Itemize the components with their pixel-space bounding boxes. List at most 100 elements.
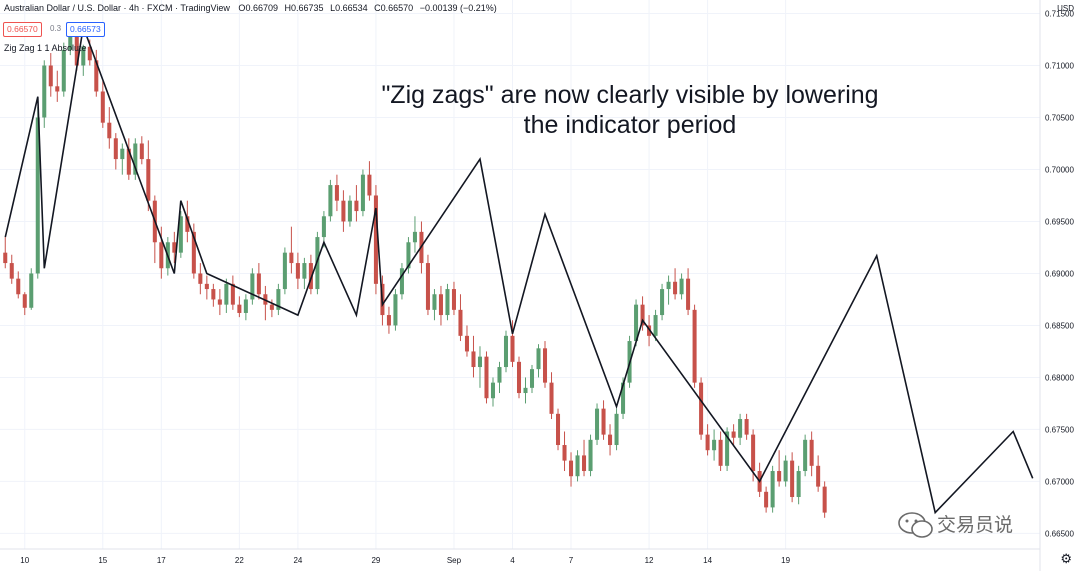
time-tick-label: 14	[703, 556, 712, 565]
indicator-legend[interactable]: Zig Zag 1 1 Absolute	[4, 43, 87, 53]
candle-body	[464, 335, 469, 352]
currency-label[interactable]: USD	[1057, 4, 1074, 13]
candle-body	[276, 289, 281, 310]
candle-body	[588, 439, 593, 472]
candle-body	[354, 200, 359, 212]
candle-body	[497, 367, 502, 383]
wechat-logo-icon	[898, 512, 933, 538]
time-tick-label: 10	[20, 556, 29, 565]
candle-body	[100, 91, 105, 123]
candle-body	[224, 283, 229, 305]
candle-body	[393, 294, 398, 326]
candle-body	[510, 335, 515, 362]
candle-body	[705, 434, 710, 451]
candle-body	[640, 304, 645, 326]
candle-body	[48, 65, 53, 87]
price-tick-label: 0.71500	[1045, 10, 1074, 19]
candle-body	[809, 439, 814, 466]
candle-body	[406, 242, 411, 269]
candle-body	[29, 273, 34, 308]
buy-price-button[interactable]: 0.66573	[66, 22, 105, 37]
candle-body	[55, 86, 60, 92]
candle-body	[146, 159, 151, 201]
candle-body	[692, 309, 697, 383]
candle-body	[282, 252, 287, 290]
candle-body	[764, 491, 769, 508]
candle-body	[217, 299, 222, 305]
candle-body	[3, 252, 8, 264]
candle-body	[484, 356, 489, 399]
candle-body	[777, 471, 782, 482]
candle-body	[360, 174, 365, 212]
candle-body	[425, 263, 430, 310]
candle-body	[582, 455, 587, 472]
candle-body	[328, 185, 333, 217]
candle-body	[113, 138, 118, 160]
price-tick-label: 0.66500	[1045, 529, 1074, 538]
candle-body	[159, 242, 164, 269]
sell-price-button[interactable]: 0.66570	[3, 22, 42, 37]
candle-body	[126, 148, 131, 175]
ohlc-low-label: L	[330, 3, 336, 13]
candle-body	[211, 289, 216, 300]
candle-body	[35, 117, 40, 274]
candle-body	[432, 294, 437, 310]
candle-body	[718, 439, 723, 466]
candle-body	[256, 273, 261, 295]
candle-body	[198, 273, 203, 284]
candle-body	[783, 460, 788, 482]
price-tick-label: 0.69500	[1045, 217, 1074, 226]
price-axis[interactable]: 0.66500 0.67000 0.67500 0.68000 0.68500 0.690…	[1045, 10, 1074, 539]
time-tick-label: 17	[157, 556, 166, 565]
candle-body	[660, 289, 665, 316]
ohlc-open-label: O	[238, 3, 246, 13]
candle-body	[289, 252, 294, 264]
candle-body	[308, 263, 313, 290]
candle-body	[549, 382, 554, 414]
price-tick-label: 0.67500	[1045, 425, 1074, 434]
price-tick-label: 0.68000	[1045, 373, 1074, 382]
candle-body	[471, 351, 476, 368]
gear-icon[interactable]: ⚙	[1060, 551, 1072, 566]
candle-body	[139, 143, 144, 160]
candle-body	[185, 216, 190, 232]
candle-body	[647, 325, 652, 336]
price-tick-label: 0.70000	[1045, 165, 1074, 174]
candle-body	[822, 486, 827, 513]
candle-body	[172, 242, 177, 253]
ohlc-high-label: H	[284, 3, 292, 13]
candle-body	[295, 263, 300, 279]
candle-body	[556, 413, 561, 446]
price-tick-label: 0.71000	[1045, 62, 1074, 71]
ohlc-change-value: −0.00139 (−0.21%)	[419, 3, 497, 13]
price-tick-label: 0.68500	[1045, 321, 1074, 330]
ohlc-close-label: C	[374, 3, 381, 13]
candle-body	[22, 294, 27, 308]
symbol-title[interactable]: Australian Dollar / U.S. Dollar · 4h · F…	[4, 3, 230, 13]
candle-body	[621, 382, 626, 414]
candle-body	[120, 148, 125, 160]
candle-body	[477, 356, 482, 368]
ohlc-open-value: 0.66709	[245, 3, 278, 13]
candle-body	[458, 309, 463, 336]
price-tick-label: 0.67000	[1045, 477, 1074, 486]
candle-body	[250, 273, 255, 300]
time-tick-label: 7	[569, 556, 574, 565]
time-axis[interactable]: 10 15 17 22 24 29 Sep 4 7 12 14 19	[20, 556, 790, 565]
candle-body	[107, 122, 112, 139]
candle-body	[74, 34, 79, 66]
ohlc-close-value: 0.66570	[380, 3, 414, 13]
candle-body	[503, 335, 509, 368]
time-tick-label: 22	[235, 556, 244, 565]
candle-body	[666, 281, 671, 290]
candle-body	[712, 439, 717, 451]
candle-body	[516, 361, 522, 394]
candle-body	[81, 46, 86, 66]
candle-body	[204, 283, 209, 290]
candle-body	[536, 348, 541, 370]
time-tick-label: 19	[781, 556, 790, 565]
candle-body	[542, 348, 548, 383]
candle-body	[230, 283, 235, 305]
